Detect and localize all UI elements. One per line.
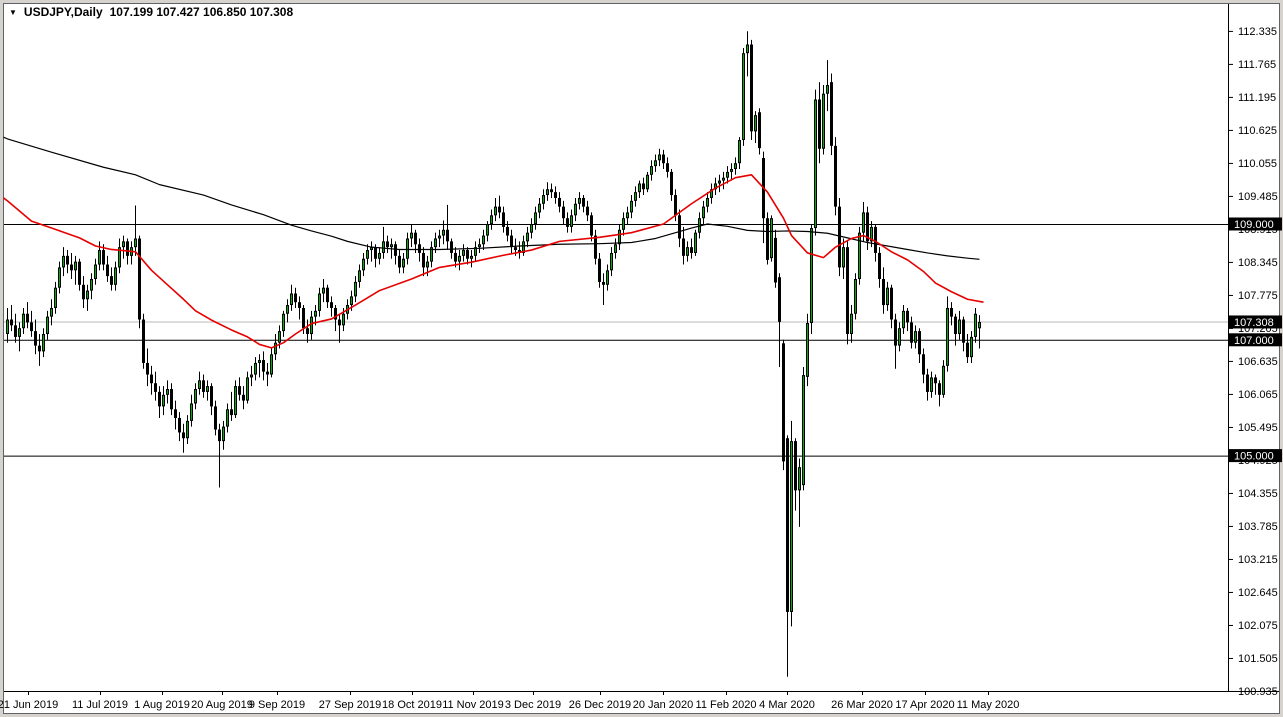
level-price-label-107.000 — [1229, 333, 1282, 347]
svg-text:103.215: 103.215 — [1238, 554, 1278, 566]
svg-text:11 Nov 2019: 11 Nov 2019 — [442, 699, 504, 711]
svg-text:103.785: 103.785 — [1238, 521, 1278, 533]
svg-text:11 Feb 2020: 11 Feb 2020 — [696, 699, 757, 711]
svg-text:102.075: 102.075 — [1238, 620, 1278, 632]
svg-text:21 Jun 2019: 21 Jun 2019 — [0, 699, 58, 711]
ma-fast-red-line[interactable] — [3, 173, 984, 349]
svg-text:105.495: 105.495 — [1238, 422, 1278, 434]
svg-text:1 Aug 2019: 1 Aug 2019 — [134, 699, 190, 711]
svg-text:108.345: 108.345 — [1238, 257, 1278, 269]
svg-text:11 Jul 2019: 11 Jul 2019 — [72, 699, 128, 711]
level-price-label-105.000 — [1229, 449, 1282, 463]
dropdown-arrow-icon[interactable]: ▼ — [9, 7, 17, 17]
candles-layer[interactable] — [6, 31, 981, 677]
level-price-label-109.000 — [1229, 217, 1282, 231]
svg-text:26 Mar 2020: 26 Mar 2020 — [831, 699, 893, 711]
svg-text:17 Apr 2020: 17 Apr 2020 — [895, 699, 954, 711]
ma-slow-black-line[interactable] — [3, 136, 980, 260]
chart-client-area[interactable] — [3, 3, 1280, 714]
svg-text:105.000: 105.000 — [1234, 451, 1274, 463]
chart-title: ▼ USDJPY,Daily 107.199 107.427 106.850 1… — [9, 5, 293, 19]
svg-text:100.935: 100.935 — [1238, 686, 1278, 698]
time-axis[interactable]: 21 Jun 2019 11 Jul 2019 1 Aug 2019 20 Aug 2… — [0, 691, 1019, 711]
svg-text:104.355: 104.355 — [1238, 488, 1278, 500]
svg-text:27 Sep 2019: 27 Sep 2019 — [319, 699, 381, 711]
chart-ohlc-quote: 107.199 107.427 106.850 107.308 — [109, 5, 294, 19]
svg-text:106.635: 106.635 — [1238, 356, 1278, 368]
chart-symbol-period: USDJPY,Daily — [23, 5, 103, 19]
current-price-label — [1229, 315, 1282, 329]
svg-text:4 Mar 2020: 4 Mar 2020 — [759, 699, 815, 711]
svg-text:102.645: 102.645 — [1238, 587, 1278, 599]
svg-text:18 Oct 2019: 18 Oct 2019 — [382, 699, 442, 711]
svg-text:26 Dec 2019: 26 Dec 2019 — [569, 699, 631, 711]
svg-text:109.485: 109.485 — [1238, 191, 1278, 203]
svg-text:109.000: 109.000 — [1234, 219, 1274, 231]
svg-text:9 Sep 2019: 9 Sep 2019 — [249, 699, 305, 711]
svg-text:106.065: 106.065 — [1238, 389, 1278, 401]
svg-text:101.505: 101.505 — [1238, 653, 1278, 665]
svg-text:110.055: 110.055 — [1238, 158, 1277, 170]
svg-text:110.625: 110.625 — [1238, 125, 1277, 137]
svg-text:111.195: 111.195 — [1238, 92, 1276, 104]
horizontal-level-lines[interactable] — [4, 224, 1228, 457]
svg-text:107.308: 107.308 — [1234, 317, 1274, 329]
svg-text:20 Aug 2019: 20 Aug 2019 — [191, 699, 253, 711]
svg-text:107.000: 107.000 — [1234, 335, 1274, 347]
svg-text:107.775: 107.775 — [1238, 290, 1278, 302]
price-label-boxes: 109.000 107.000 105.000 107.308 — [1229, 217, 1282, 463]
svg-text:112.335: 112.335 — [1238, 26, 1277, 38]
svg-text:3 Dec 2019: 3 Dec 2019 — [505, 699, 561, 711]
svg-text:11 May 2020: 11 May 2020 — [957, 699, 1020, 711]
svg-text:20 Jan 2020: 20 Jan 2020 — [633, 699, 694, 711]
svg-text:111.765: 111.765 — [1238, 59, 1276, 71]
